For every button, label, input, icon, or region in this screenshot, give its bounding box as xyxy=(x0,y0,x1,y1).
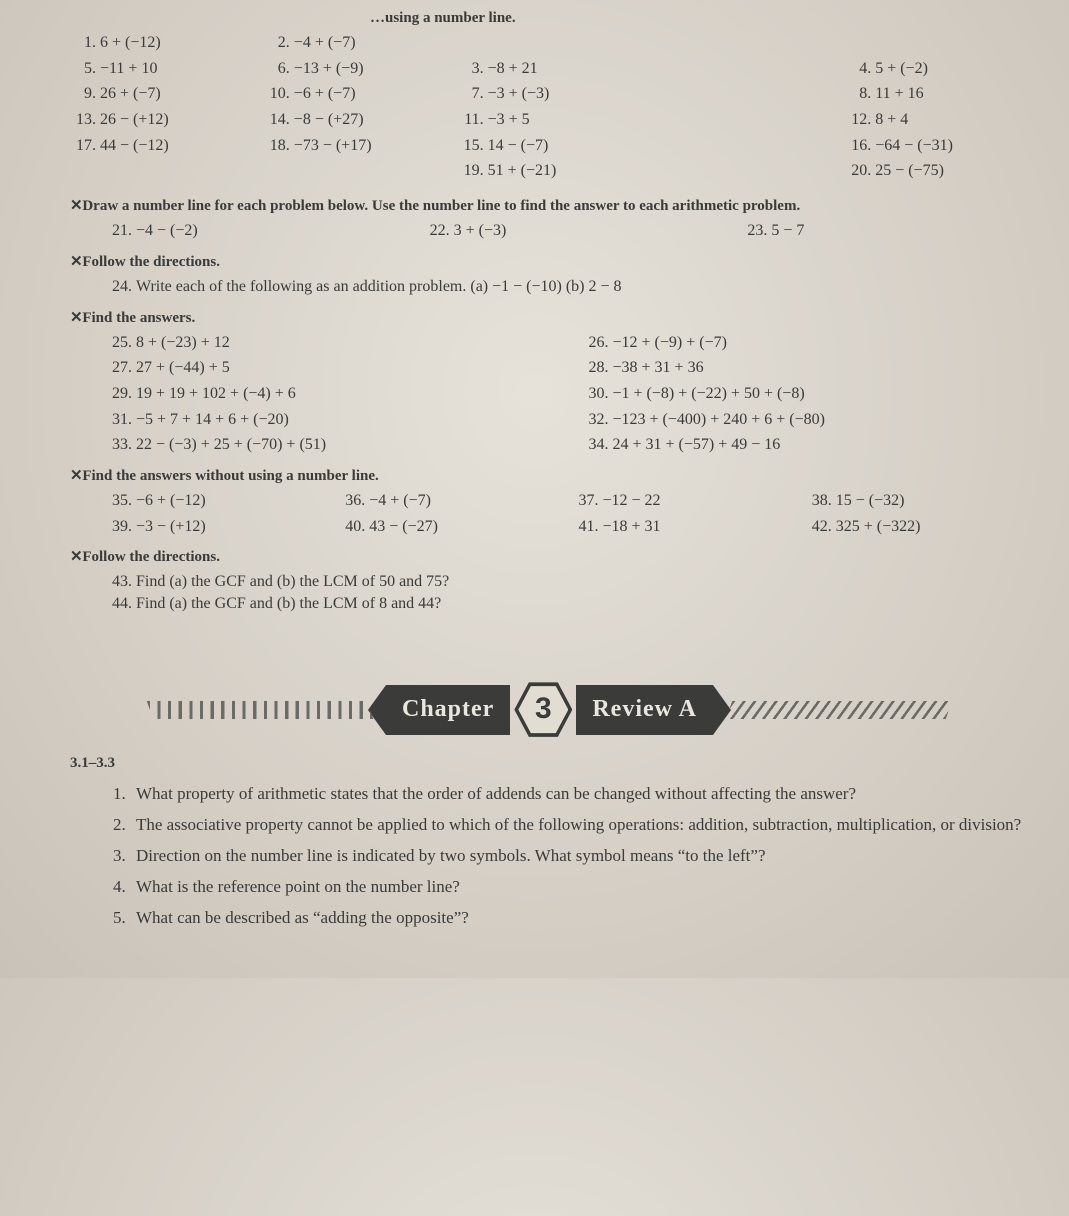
stripes-right-icon xyxy=(726,701,953,719)
problem-44: 44.Find (a) the GCF and (b) the LCM of 8… xyxy=(106,593,1029,615)
problem-grid-1: 1.6 + (−12) 2.−4 + (−7) 5.−11 + 10 6.−13… xyxy=(70,32,1029,182)
chapter-review-banner: Chapter 3 Review A xyxy=(70,685,1029,735)
problem-24: 24.Write each of the following as an add… xyxy=(106,276,1029,298)
banner-hex-icon: 3 xyxy=(514,681,572,739)
review-questions: What property of arithmetic states that … xyxy=(130,783,1029,930)
review-q5: What can be described as “adding the opp… xyxy=(130,907,1029,930)
banner-chapter-label: Chapter xyxy=(386,685,510,735)
banner-review-label: Review A xyxy=(576,685,713,735)
review-q3: Direction on the number line is indicate… xyxy=(130,845,1029,868)
section-follow-directions-1: Follow the directions. xyxy=(70,252,1029,272)
section-draw-number-line: Draw a number line for each problem belo… xyxy=(70,196,1029,216)
section-follow-directions-2: Follow the directions. xyxy=(70,547,1029,567)
problems-25-34: 25.8 + (−23) + 12 26.−12 + (−9) + (−7) 2… xyxy=(106,332,1029,456)
problems-21-23: 21.−4 − (−2) 22.3 + (−3) 23.5 − 7 xyxy=(106,220,1029,242)
review-q4: What is the reference point on the numbe… xyxy=(130,876,1029,899)
range-label: 3.1–3.3 xyxy=(70,753,1029,773)
stripes-left-icon xyxy=(147,701,374,719)
review-q1: What property of arithmetic states that … xyxy=(130,783,1029,806)
section-no-number-line: Find the answers without using a number … xyxy=(70,466,1029,486)
page-hint: …using a number line. xyxy=(370,8,1029,28)
section-find-answers: Find the answers. xyxy=(70,308,1029,328)
banner-chapter-number: 3 xyxy=(535,689,552,730)
problem-43: 43.Find (a) the GCF and (b) the LCM of 5… xyxy=(106,571,1029,593)
banner-chevron-left-icon xyxy=(368,685,386,735)
problems-35-42: 35.−6 + (−12) 36.−4 + (−7) 37.−12 − 22 3… xyxy=(106,490,1029,537)
review-q2: The associative property cannot be appli… xyxy=(130,814,1029,837)
